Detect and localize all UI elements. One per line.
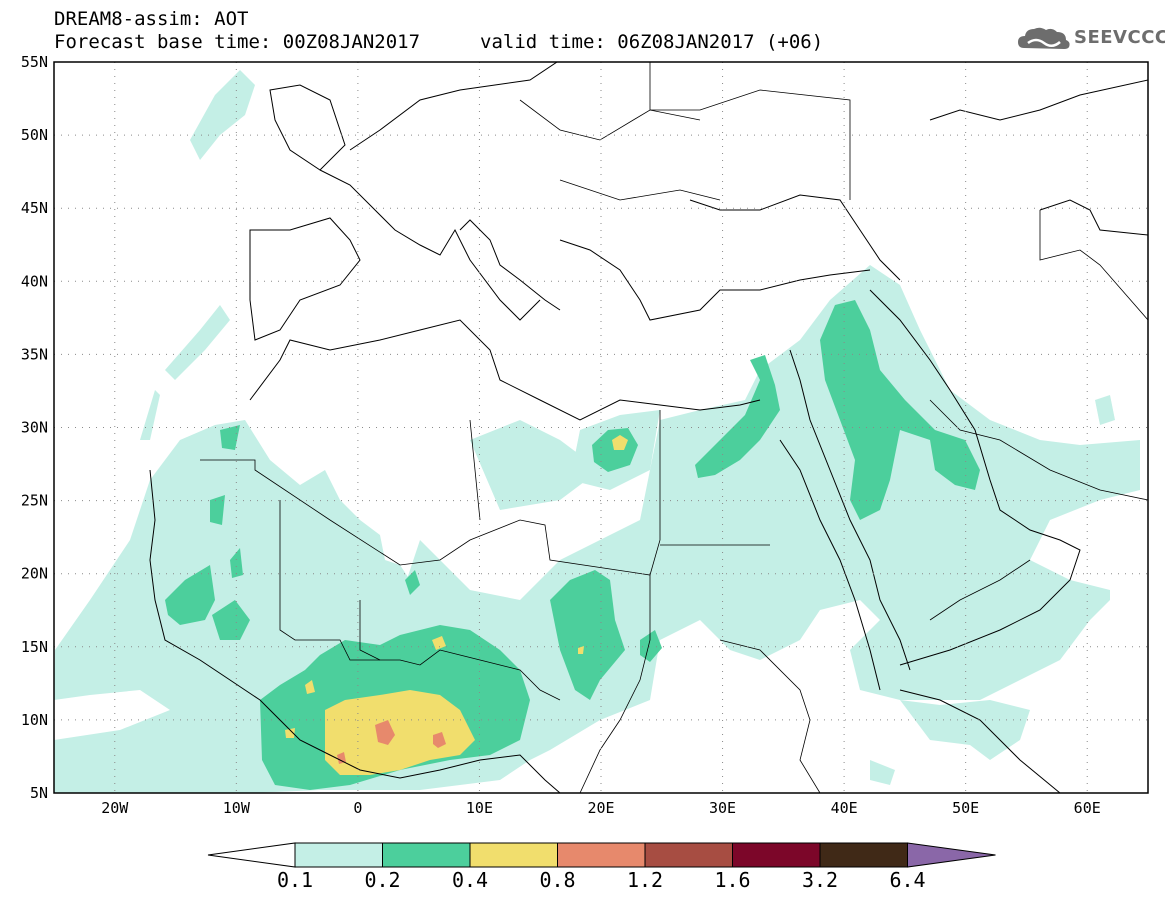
lat-tick-label: 35N: [21, 345, 48, 363]
lon-tick-label: 30E: [709, 799, 736, 817]
colorbar-segment: [557, 842, 646, 868]
colorbar-level-label: 0.1: [276, 868, 314, 892]
map-title: DREAM8-assim: AOT: [54, 8, 249, 30]
colorbar-level-label: 0.2: [364, 868, 401, 892]
colorbar-segment: [819, 842, 908, 868]
longitude-axis: 20W 10W 0 10E 20E 30E 40E 50E 60E: [101, 799, 1101, 817]
latitude-axis: 55N 50N 45N 40N 35N 30N 25N 20N 15N 10N 5N: [21, 53, 48, 802]
lon-tick-label: 10E: [466, 799, 493, 817]
colorbar-high-arrow: [907, 842, 996, 868]
coastlines: [149, 62, 1148, 793]
colorbar-level-label: 1.2: [626, 868, 664, 892]
logo-text: SEEVCCC: [1074, 27, 1165, 48]
lat-tick-label: 50N: [21, 126, 48, 144]
colorbar-level-label: 3.2: [801, 868, 839, 892]
aot-level-0.4: [285, 435, 628, 775]
seevccc-logo: SEEVCCC: [1016, 24, 1165, 54]
colorbar-segment: [382, 842, 471, 868]
lon-tick-label: 20E: [587, 799, 614, 817]
lat-tick-label: 30N: [21, 419, 48, 437]
forecast-base-time: Forecast base time: 00Z08JAN2017: [54, 31, 421, 53]
lon-tick-label: 0: [353, 799, 362, 817]
colorbar-low-arrow: [207, 842, 296, 868]
lon-tick-label: 50E: [952, 799, 979, 817]
colorbar: [207, 842, 996, 868]
cloud-icon: [1018, 27, 1070, 49]
colorbar-level-label: 0.8: [539, 868, 576, 892]
lon-tick-label: 20W: [101, 799, 129, 817]
lat-tick-label: 40N: [21, 272, 48, 290]
valid-time: valid time: 06Z08JAN2017 (+06): [480, 31, 824, 53]
lat-tick-label: 25N: [21, 492, 48, 510]
country-borders: [200, 62, 1148, 793]
colorbar-segment: [644, 842, 733, 868]
lon-tick-label: 10W: [223, 799, 251, 817]
lat-tick-label: 10N: [21, 711, 48, 729]
lat-tick-label: 20N: [21, 565, 48, 583]
lat-tick-label: 5N: [30, 784, 48, 802]
lat-tick-label: 45N: [21, 199, 48, 217]
colorbar-level-label: 0.4: [451, 868, 489, 892]
aot-fields: [54, 70, 1140, 793]
lat-tick-label: 15N: [21, 638, 48, 656]
colorbar-level-label: 6.4: [889, 868, 926, 892]
colorbar-segment: [469, 842, 558, 868]
map-frame: [53, 61, 1149, 794]
colorbar-segment: [732, 842, 821, 868]
lat-tick-label: 55N: [21, 53, 48, 71]
gridlines: [54, 62, 1148, 793]
aot-level-0.8: [337, 720, 446, 764]
colorbar-segment: [294, 842, 383, 868]
colorbar-level-label: 1.6: [714, 868, 751, 892]
lon-tick-label: 60E: [1074, 799, 1101, 817]
lon-tick-label: 40E: [831, 799, 858, 817]
